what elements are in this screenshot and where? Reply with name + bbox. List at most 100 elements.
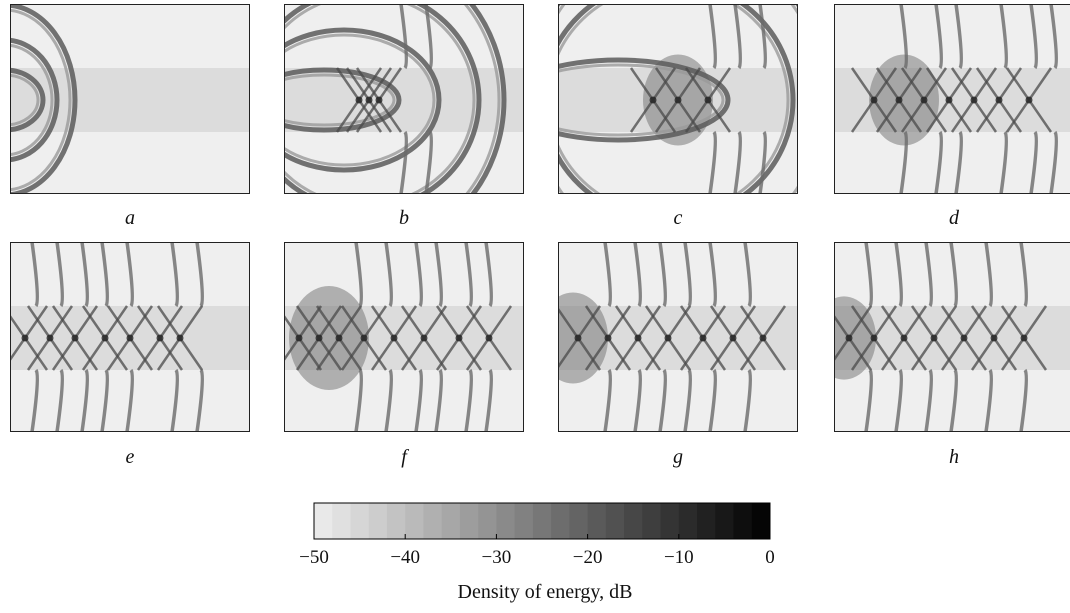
heatmap-g xyxy=(558,242,798,432)
focus-point xyxy=(990,334,998,342)
colorbar-step xyxy=(459,503,479,539)
colorbar-step xyxy=(368,503,388,539)
focus-point xyxy=(1020,334,1028,342)
heatmap-c xyxy=(558,4,798,194)
heatmap-d xyxy=(834,4,1070,194)
waveguide-band xyxy=(284,68,524,132)
radiation-streak xyxy=(125,242,135,308)
radiation-streak xyxy=(354,368,364,432)
focus-point xyxy=(126,334,134,342)
radiation-streak xyxy=(125,368,135,432)
radiation-streak xyxy=(434,242,444,308)
energy-blob xyxy=(289,286,369,390)
wavefront-arc xyxy=(558,57,731,143)
radiation-streak xyxy=(683,368,693,432)
radiation-streak xyxy=(384,368,394,432)
panel-f xyxy=(284,242,524,432)
panel-label-e: e xyxy=(125,446,135,468)
focus-point xyxy=(870,96,878,104)
energy-blob xyxy=(558,292,608,384)
colorbar-step xyxy=(496,503,516,539)
focus-point xyxy=(71,334,79,342)
radiation-streak xyxy=(424,130,434,194)
wavefront-arc xyxy=(284,4,476,194)
heatmap-f xyxy=(284,242,524,432)
heatmap-h xyxy=(834,242,1070,432)
radiation-streak xyxy=(924,242,934,308)
colorbar-step xyxy=(478,503,497,539)
wavefront-arc xyxy=(10,43,54,157)
focus-point xyxy=(634,334,642,342)
energy-blob xyxy=(834,296,876,380)
radiation-streak xyxy=(414,242,424,308)
radiation-streak xyxy=(658,368,668,432)
radiation-streak xyxy=(708,242,718,308)
focus-point xyxy=(156,334,164,342)
colorbar-tick-label: −50 xyxy=(299,547,329,568)
focus-point xyxy=(335,334,343,342)
colorbar-step xyxy=(715,503,735,539)
radiation-streak xyxy=(633,242,643,308)
radiation-streak xyxy=(603,242,613,308)
radiation-streak xyxy=(464,242,474,308)
panel-e xyxy=(10,242,250,432)
focus-point xyxy=(649,96,657,104)
radiation-streak xyxy=(484,368,494,432)
panel-a xyxy=(10,4,250,194)
wavefront-arc xyxy=(10,37,60,163)
heatmap-b xyxy=(284,4,524,194)
panel-frame xyxy=(10,242,250,432)
wavefront-arc xyxy=(284,27,442,173)
radiation-streak xyxy=(708,130,718,194)
wavefront-arc xyxy=(10,67,46,133)
radiation-streak xyxy=(708,368,718,432)
focus-point xyxy=(295,334,303,342)
heatmap-a xyxy=(10,4,250,194)
colorbar-step xyxy=(624,503,643,539)
radiation-streak xyxy=(999,130,1009,194)
panel-frame xyxy=(834,242,1070,432)
focus-point xyxy=(315,334,323,342)
radiation-streak xyxy=(984,368,994,432)
focus-point xyxy=(101,334,109,342)
radiation-streak xyxy=(1049,4,1059,70)
panel-h xyxy=(834,242,1070,432)
panel-label-h: h xyxy=(949,446,959,468)
focus-point xyxy=(1025,96,1033,104)
panel-c xyxy=(558,4,798,194)
panel-frame xyxy=(558,242,798,432)
radiation-streak xyxy=(683,242,693,308)
radiation-streak xyxy=(864,242,874,308)
colorbar-step xyxy=(751,503,771,539)
radiation-streak xyxy=(603,368,613,432)
radiation-streak xyxy=(195,368,205,432)
radiation-streak xyxy=(100,368,110,432)
focus-point xyxy=(930,334,938,342)
waveguide-band xyxy=(10,68,250,132)
focus-point xyxy=(485,334,493,342)
radiation-streak xyxy=(464,368,474,432)
radiation-streak xyxy=(354,242,364,308)
colorbar-title: Density of energy, dB xyxy=(457,581,633,603)
focus-point xyxy=(960,334,968,342)
radiation-streak xyxy=(633,368,643,432)
radiation-streak xyxy=(999,4,1009,70)
radiation-streak xyxy=(1029,130,1039,194)
radiation-streak xyxy=(170,368,180,432)
focus-point xyxy=(759,334,767,342)
radiation-streak xyxy=(954,130,964,194)
focus-point xyxy=(46,334,54,342)
colorbar-tick-label: −30 xyxy=(481,547,512,568)
radiation-streak xyxy=(758,130,768,194)
focus-point xyxy=(920,96,928,104)
colorbar-tick-label: −40 xyxy=(390,547,421,568)
radiation-streak xyxy=(1019,368,1029,432)
panel-frame xyxy=(834,4,1070,194)
radiation-streak xyxy=(195,242,205,308)
focus-point xyxy=(870,334,878,342)
radiation-streak xyxy=(55,368,65,432)
focus-point xyxy=(664,334,672,342)
radiation-streak xyxy=(949,368,959,432)
focus-point xyxy=(176,334,184,342)
colorbar-step xyxy=(733,503,753,539)
